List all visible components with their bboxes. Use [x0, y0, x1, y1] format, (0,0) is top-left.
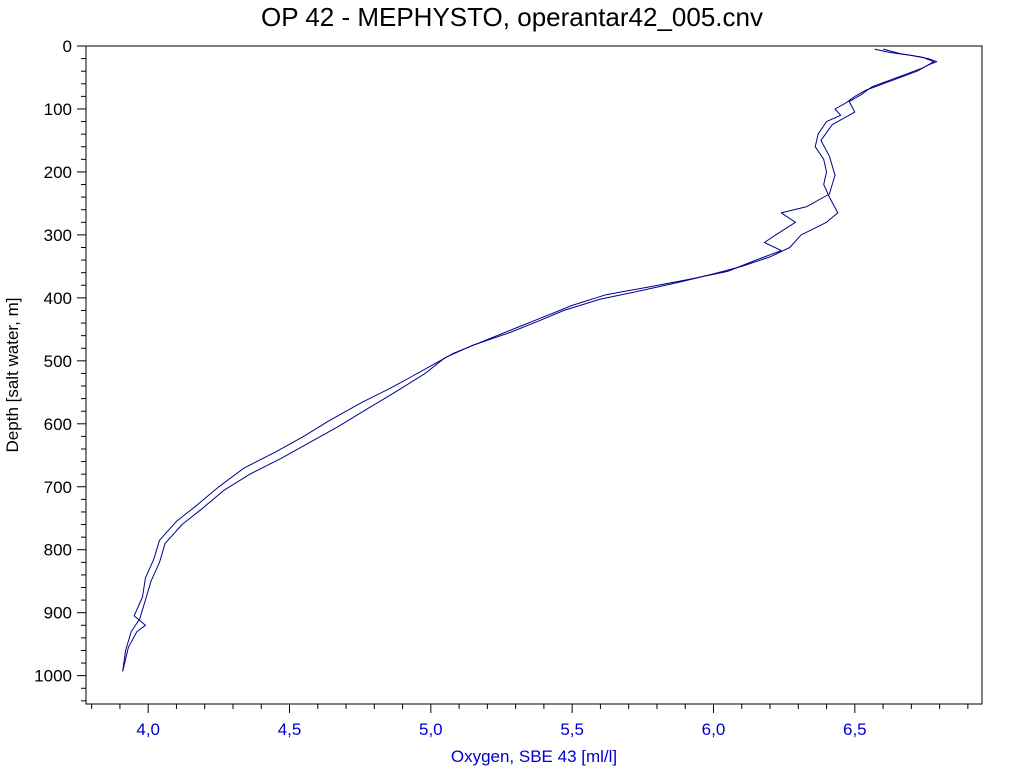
y-axis-ticks: 0 100 200 300 400 500 600 700 800 900 1000: [34, 37, 86, 702]
x-tick-label: 6,5: [843, 720, 867, 739]
x-axis-ticks: 4,0 4,5 5,0 5,5 6,0 6,5: [91, 704, 969, 739]
y-tick-label: 600: [44, 415, 72, 434]
y-tick-label: 900: [44, 604, 72, 623]
y-tick-label: 300: [44, 226, 72, 245]
y-tick-label: 1000: [34, 667, 72, 686]
series-group: [122, 48, 938, 672]
y-tick-label: 800: [44, 541, 72, 560]
y-tick-label: 100: [44, 100, 72, 119]
plot-frame: [85, 45, 983, 705]
y-tick-label: 0: [63, 37, 72, 56]
x-tick-label: 5,5: [560, 720, 584, 739]
y-tick-label: 500: [44, 352, 72, 371]
x-tick-label: 4,0: [136, 720, 160, 739]
series-line-2: [122, 48, 935, 672]
y-tick-label: 200: [44, 163, 72, 182]
y-tick-label: 700: [44, 478, 72, 497]
x-tick-label: 6,0: [702, 720, 726, 739]
x-tick-label: 4,5: [278, 720, 302, 739]
y-tick-label: 400: [44, 289, 72, 308]
x-axis-label: Oxygen, SBE 43 [ml/l]: [451, 747, 617, 766]
series-line-1: [122, 48, 938, 672]
chart-title: OP 42 - MEPHYSTO, operantar42_005.cnv: [261, 2, 763, 32]
y-axis-label: Depth [salt water, m]: [3, 298, 22, 453]
x-tick-label: 5,0: [419, 720, 443, 739]
